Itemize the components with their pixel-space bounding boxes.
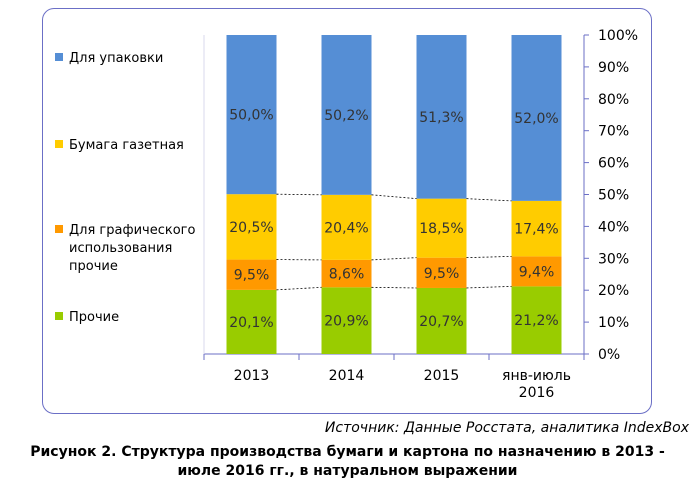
bar-segment: [226, 259, 277, 290]
y-tick-label: 10%: [598, 315, 629, 331]
series-connector-line: [371, 286, 417, 289]
x-tick-label: янв-июль: [502, 368, 571, 384]
y-tick-label: 30%: [598, 251, 629, 267]
legend-label-packaging: Для упаковки: [69, 51, 164, 66]
bar-segment: [226, 35, 277, 195]
data-label: 20,7%: [419, 314, 463, 330]
data-label: 50,2%: [324, 108, 368, 124]
x-tick-label: 2014: [329, 368, 365, 384]
series-connector-line: [466, 198, 512, 202]
y-tick-label: 100%: [598, 28, 638, 44]
bar-segment: [416, 257, 467, 288]
bar-segment: [226, 289, 277, 354]
x-tick-label: 2016: [519, 385, 555, 401]
data-label: 8,6%: [329, 267, 365, 283]
legend-swatch-other: [55, 312, 63, 320]
series-connector-line: [371, 257, 417, 261]
y-tick-label: 0%: [598, 347, 620, 363]
data-label: 9,5%: [234, 268, 270, 284]
y-tick-label: 50%: [598, 188, 629, 204]
data-label: 51,3%: [419, 110, 463, 126]
data-label: 50,0%: [229, 108, 273, 124]
bar-segment: [416, 35, 467, 199]
y-tick-label: 20%: [598, 283, 629, 299]
stacked-bar-chart: 0% 10% 20% 30% 40% 50% 60% 70% 80% 90% 100% 20,1% 9,…: [203, 28, 638, 401]
y-tick-label: 60%: [598, 156, 629, 172]
legend-swatch-newsprint: [55, 140, 63, 148]
caption-line-1: Рисунок 2. Структура производства бумаги…: [30, 444, 665, 460]
data-label: 18,5%: [419, 221, 463, 237]
bar-segment: [511, 200, 562, 257]
bar-segment: [321, 259, 372, 288]
series-connector-line: [276, 193, 322, 196]
data-label: 17,4%: [514, 222, 558, 238]
bar-segment: [321, 287, 372, 354]
chart-frame: [42, 8, 652, 414]
series-connector-line: [371, 194, 417, 200]
caption-line-2: июле 2016 гг., в натуральном выражении: [177, 463, 518, 479]
x-tick-label: 2013: [234, 368, 270, 384]
x-tick-label: 2015: [424, 368, 460, 384]
y-tick-label: 90%: [598, 60, 629, 76]
legend-label-other: Прочие: [69, 310, 120, 325]
bar-segment: [321, 194, 372, 260]
series-connector-line: [276, 286, 322, 291]
source-note: Источник: Данные Росстата, аналитика Ind…: [324, 420, 689, 436]
y-tick-label: 40%: [598, 219, 629, 235]
data-label: 20,5%: [229, 220, 273, 236]
series-connector-line: [466, 255, 512, 259]
figure-caption: Рисунок 2. Структура производства бумаги…: [0, 443, 695, 481]
bar-segment: [416, 287, 467, 354]
bar-segment: [511, 256, 562, 287]
legend-label-graphic: Для графического использования прочие: [69, 223, 196, 274]
y-tick-label: 80%: [598, 92, 629, 108]
data-label: 20,9%: [324, 314, 368, 330]
bar-segment: [416, 198, 467, 258]
bar-segment: [511, 286, 562, 354]
bar-segment: [321, 35, 372, 195]
series-connector-line: [466, 285, 512, 289]
legend-swatch-graphic: [55, 225, 63, 233]
bar-segment: [226, 194, 277, 260]
data-label: 9,5%: [424, 266, 460, 282]
data-label: 9,4%: [519, 264, 555, 280]
legend-swatch-packaging: [55, 53, 63, 61]
data-label: 52,0%: [514, 111, 558, 127]
legend-label-newsprint: Бумага газетная: [69, 138, 184, 153]
y-tick-label: 70%: [598, 124, 629, 140]
data-label: 20,4%: [324, 220, 368, 236]
bar-segment: [511, 35, 562, 201]
data-label: 20,1%: [229, 315, 273, 331]
data-label: 21,2%: [514, 313, 558, 329]
